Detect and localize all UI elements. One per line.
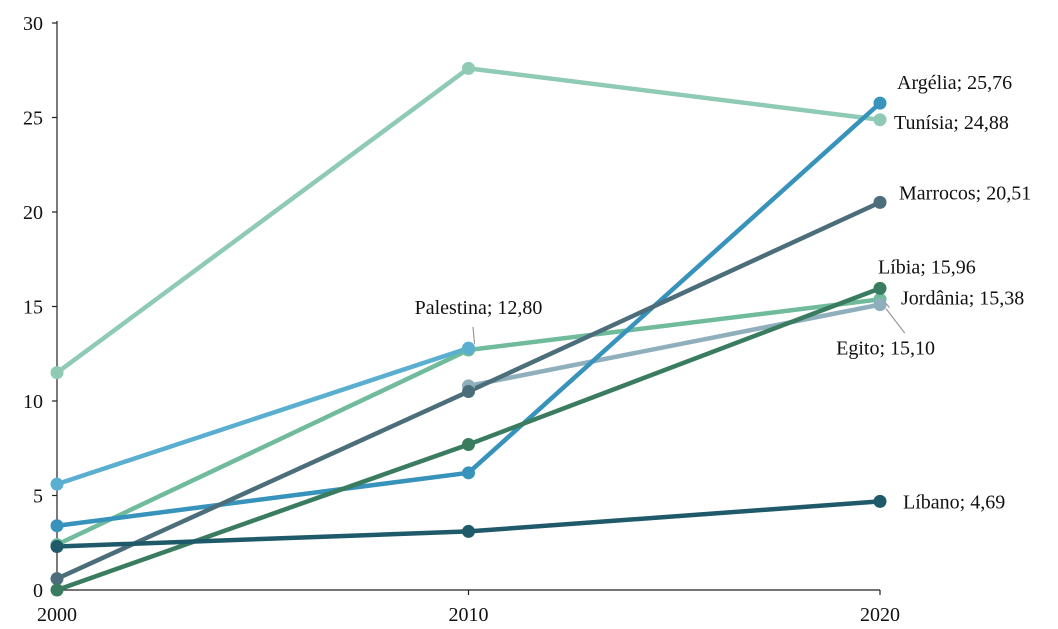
data-point-tunisia xyxy=(50,366,64,380)
x-tick-label: 2010 xyxy=(449,604,489,626)
data-point-libano xyxy=(50,540,64,554)
axes: 0 5 10 15 20 25 30 2000 2010 2020 xyxy=(23,13,900,626)
data-label-libano: Líbano; 4,69 xyxy=(903,491,1005,513)
data-label-palestina: Palestina; 12,80 xyxy=(415,297,543,319)
y-tick-label: 5 xyxy=(33,486,43,508)
leader-line-egito xyxy=(885,308,906,334)
y-tick-label: 0 xyxy=(33,580,43,602)
y-tick-label: 20 xyxy=(23,202,43,224)
data-label-libia: Líbia; 15,96 xyxy=(878,256,976,278)
data-point-marrocos xyxy=(462,385,475,399)
data-point-libano xyxy=(462,524,475,538)
x-tick-label: 2020 xyxy=(860,604,900,626)
leader-line-palestina xyxy=(472,326,476,345)
data-point-palestina xyxy=(50,477,64,491)
data-point-marrocos xyxy=(873,195,887,209)
series-points xyxy=(50,61,887,597)
data-point-libia xyxy=(462,437,475,451)
y-tick-label: 10 xyxy=(23,391,43,413)
data-label-egito: Egito; 15,10 xyxy=(836,338,935,360)
y-tick-label: 30 xyxy=(23,13,43,35)
data-label-argelia: Argélia; 25,76 xyxy=(897,72,1012,94)
data-point-marrocos xyxy=(50,572,64,586)
x-tick-label: 2000 xyxy=(37,604,77,626)
leader-line-jordania xyxy=(885,302,890,308)
y-tick-label: 15 xyxy=(23,297,43,319)
data-point-argelia xyxy=(873,96,887,110)
series-lines xyxy=(54,66,883,593)
data-point-argelia xyxy=(462,466,475,480)
data-point-libia xyxy=(873,281,887,295)
data-point-palestina xyxy=(462,341,475,355)
data-label-marrocos: Marrocos; 20,51 xyxy=(899,182,1031,204)
series-line-palestina xyxy=(54,345,471,487)
data-point-egito xyxy=(873,298,887,312)
y-tick-label: 25 xyxy=(23,108,43,130)
data-point-tunisia xyxy=(462,61,475,75)
data-labels: Argélia; 25,76 Tunísia; 24,88 Marrocos; 20… xyxy=(415,72,1032,513)
data-point-tunisia xyxy=(873,113,887,127)
series-line-egito xyxy=(466,302,883,389)
data-point-argelia xyxy=(50,519,64,533)
data-label-tunisia: Tunísia; 24,88 xyxy=(894,112,1009,134)
data-point-libano xyxy=(873,494,887,508)
data-label-jordania: Jordânia; 15,38 xyxy=(901,287,1024,309)
data-point-libia xyxy=(50,583,64,597)
